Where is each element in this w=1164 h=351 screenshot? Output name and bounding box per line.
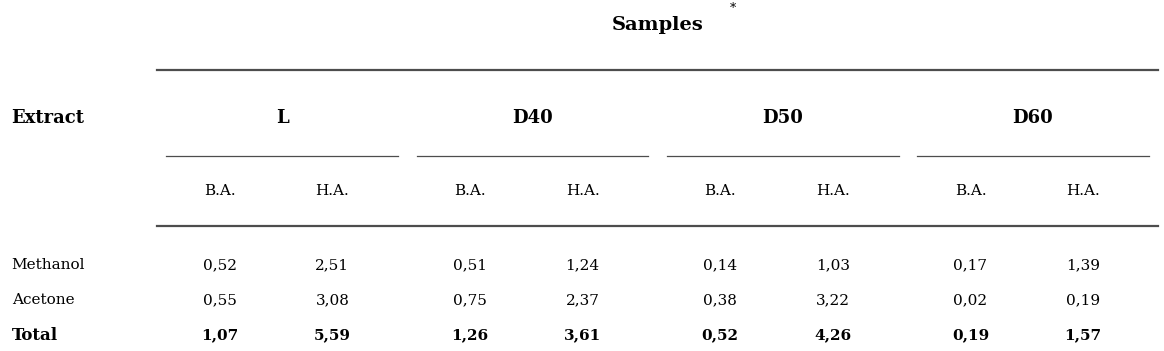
Text: 0,17: 0,17 — [953, 258, 987, 272]
Text: 0,75: 0,75 — [453, 293, 487, 307]
Text: D50: D50 — [762, 108, 803, 127]
Text: B.A.: B.A. — [454, 184, 485, 198]
Text: 2,37: 2,37 — [566, 293, 599, 307]
Text: B.A.: B.A. — [954, 184, 986, 198]
Text: Total: Total — [12, 327, 58, 344]
Text: 0,19: 0,19 — [952, 328, 989, 342]
Text: 3,22: 3,22 — [816, 293, 850, 307]
Text: 1,07: 1,07 — [201, 328, 239, 342]
Text: Extract: Extract — [12, 108, 85, 127]
Text: 0,14: 0,14 — [703, 258, 737, 272]
Text: 1,03: 1,03 — [816, 258, 850, 272]
Text: 1,24: 1,24 — [566, 258, 599, 272]
Text: 0,55: 0,55 — [203, 293, 236, 307]
Text: 0,51: 0,51 — [453, 258, 487, 272]
Text: 5,59: 5,59 — [314, 328, 350, 342]
Text: Samples: Samples — [612, 15, 703, 34]
Text: *: * — [730, 2, 736, 15]
Text: 0,52: 0,52 — [702, 328, 739, 342]
Text: H.A.: H.A. — [816, 184, 850, 198]
Text: 0,52: 0,52 — [203, 258, 236, 272]
Text: 2,51: 2,51 — [315, 258, 349, 272]
Text: D40: D40 — [512, 108, 553, 127]
Text: Methanol: Methanol — [12, 258, 85, 272]
Text: D60: D60 — [1013, 108, 1053, 127]
Text: B.A.: B.A. — [704, 184, 736, 198]
Text: B.A.: B.A. — [204, 184, 235, 198]
Text: 0,19: 0,19 — [1066, 293, 1100, 307]
Text: 0,38: 0,38 — [703, 293, 737, 307]
Text: H.A.: H.A. — [566, 184, 599, 198]
Text: H.A.: H.A. — [1066, 184, 1100, 198]
Text: L: L — [276, 108, 289, 127]
Text: Acetone: Acetone — [12, 293, 74, 307]
Text: H.A.: H.A. — [315, 184, 349, 198]
Text: 1,57: 1,57 — [1065, 328, 1101, 342]
Text: 1,39: 1,39 — [1066, 258, 1100, 272]
Text: 0,02: 0,02 — [953, 293, 987, 307]
Text: 3,08: 3,08 — [315, 293, 349, 307]
Text: 3,61: 3,61 — [563, 328, 602, 342]
Text: 1,26: 1,26 — [452, 328, 489, 342]
Text: 4,26: 4,26 — [815, 328, 851, 342]
